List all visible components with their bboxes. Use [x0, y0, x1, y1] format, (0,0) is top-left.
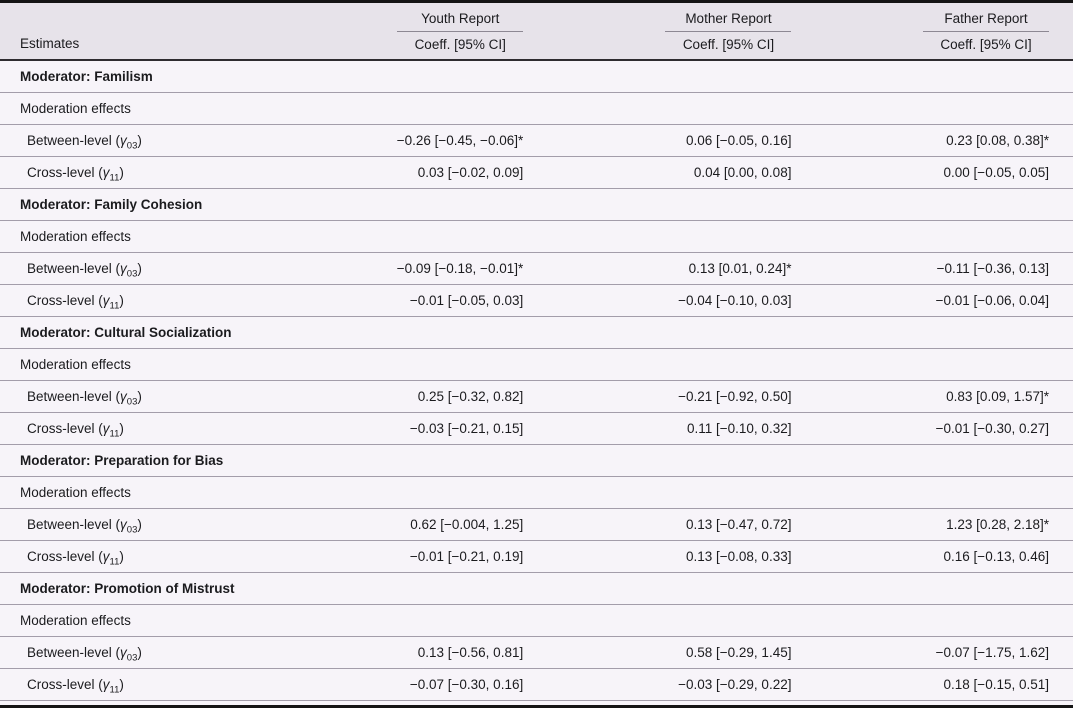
cell-mother: −0.21 [−0.92, 0.50]: [547, 380, 816, 413]
cell-mother: 0.58 [−0.29, 1.45]: [547, 636, 816, 669]
row-label: Cross-level (γ11): [0, 284, 322, 317]
bottom-spacer: [0, 700, 1073, 706]
table-row: Cross-level (γ11) −0.07 [−0.30, 0.16] −0…: [0, 668, 1073, 701]
section-title: Moderator: Familism: [0, 59, 1073, 93]
table-row: Cross-level (γ11) −0.01 [−0.05, 0.03] −0…: [0, 284, 1073, 317]
cell-father: 0.16 [−0.13, 0.46]: [815, 540, 1073, 573]
cell-mother: 0.11 [−0.10, 0.32]: [547, 412, 816, 445]
table-row: Between-level (γ03) 0.25 [−0.32, 0.82] −…: [0, 380, 1073, 413]
gamma-symbol: γ: [120, 644, 127, 660]
cell-father: 0.18 [−0.15, 0.51]: [815, 668, 1073, 701]
section-title: Moderator: Preparation for Bias: [0, 444, 1073, 477]
section-subheader: Moderation effects: [0, 348, 1073, 381]
youth-report-label: Youth Report: [397, 4, 524, 32]
cell-father: 0.23 [0.08, 0.38]*: [815, 124, 1073, 157]
cell-youth: 0.13 [−0.56, 0.81]: [321, 636, 548, 669]
table-row: Between-level (γ03) −0.09 [−0.18, −0.01]…: [0, 252, 1073, 285]
mother-report-label: Mother Report: [665, 4, 792, 32]
estimates-column-header: Estimates: [0, 1, 322, 61]
cell-mother: 0.13 [0.01, 0.24]*: [547, 252, 816, 285]
section-subheader-row: Moderation effects: [0, 604, 1073, 637]
section-subheader-row: Moderation effects: [0, 92, 1073, 125]
father-report-header: Father Report: [815, 1, 1073, 32]
table-row: Cross-level (γ11) 0.03 [−0.02, 0.09] 0.0…: [0, 156, 1073, 189]
cell-youth: −0.01 [−0.21, 0.19]: [321, 540, 548, 573]
cell-mother: 0.04 [0.00, 0.08]: [547, 156, 816, 189]
section-title-row: Moderator: Familism: [0, 59, 1073, 93]
section-title-row: Moderator: Family Cohesion: [0, 188, 1073, 221]
cell-youth: 0.25 [−0.32, 0.82]: [321, 380, 548, 413]
coeff-header-row: Coeff. [95% CI] Coeff. [95% CI] Coeff. […: [0, 31, 1073, 61]
gamma-symbol: γ: [120, 132, 127, 148]
gamma-symbol: γ: [120, 516, 127, 532]
row-label: Between-level (γ03): [0, 636, 322, 669]
section-subheader: Moderation effects: [0, 476, 1073, 509]
section-subheader: Moderation effects: [0, 604, 1073, 637]
row-label: Cross-level (γ11): [0, 668, 322, 701]
section-title: Moderator: Cultural Socialization: [0, 316, 1073, 349]
row-label: Cross-level (γ11): [0, 156, 322, 189]
cell-youth: −0.26 [−0.45, −0.06]*: [321, 124, 548, 157]
table-row: Between-level (γ03) 0.62 [−0.004, 1.25] …: [0, 508, 1073, 541]
cell-youth: −0.01 [−0.05, 0.03]: [321, 284, 548, 317]
cell-youth: 0.03 [−0.02, 0.09]: [321, 156, 548, 189]
cell-youth: 0.62 [−0.004, 1.25]: [321, 508, 548, 541]
section-title: Moderator: Promotion of Mistrust: [0, 572, 1073, 605]
gamma-symbol: γ: [120, 260, 127, 276]
cell-mother: 0.13 [−0.47, 0.72]: [547, 508, 816, 541]
table-row: Between-level (γ03) 0.13 [−0.56, 0.81] 0…: [0, 636, 1073, 669]
youth-coeff-header: Coeff. [95% CI]: [321, 31, 548, 61]
cell-father: 1.23 [0.28, 2.18]*: [815, 508, 1073, 541]
cell-youth: −0.07 [−0.30, 0.16]: [321, 668, 548, 701]
section-title-row: Moderator: Promotion of Mistrust: [0, 572, 1073, 605]
row-label: Cross-level (γ11): [0, 540, 322, 573]
cell-father: 0.00 [−0.05, 0.05]: [815, 156, 1073, 189]
cell-father: −0.11 [−0.36, 0.13]: [815, 252, 1073, 285]
cell-father: −0.01 [−0.06, 0.04]: [815, 284, 1073, 317]
cell-mother: 0.06 [−0.05, 0.16]: [547, 124, 816, 157]
spanner-header-row: Estimates Youth Report Mother Report Fat…: [0, 1, 1073, 61]
bottom-spacer-row: [0, 700, 1073, 706]
table-body: Moderator: Familism Moderation effects B…: [0, 59, 1073, 706]
cell-youth: −0.03 [−0.21, 0.15]: [321, 412, 548, 445]
section-subheader-row: Moderation effects: [0, 476, 1073, 509]
cell-father: −0.01 [−0.30, 0.27]: [815, 412, 1073, 445]
cell-youth: −0.09 [−0.18, −0.01]*: [321, 252, 548, 285]
section-title-row: Moderator: Cultural Socialization: [0, 316, 1073, 349]
table-row: Cross-level (γ11) −0.03 [−0.21, 0.15] 0.…: [0, 412, 1073, 445]
row-label: Between-level (γ03): [0, 380, 322, 413]
cell-mother: 0.13 [−0.08, 0.33]: [547, 540, 816, 573]
row-label: Between-level (γ03): [0, 252, 322, 285]
row-label: Cross-level (γ11): [0, 412, 322, 445]
table-row: Between-level (γ03) −0.26 [−0.45, −0.06]…: [0, 124, 1073, 157]
table-header: Estimates Youth Report Mother Report Fat…: [0, 1, 1073, 61]
gamma-symbol: γ: [102, 292, 110, 308]
youth-report-header: Youth Report: [321, 1, 548, 32]
section-subheader-row: Moderation effects: [0, 348, 1073, 381]
gamma-symbol: γ: [102, 164, 110, 180]
cell-mother: −0.04 [−0.10, 0.03]: [547, 284, 816, 317]
gamma-symbol: γ: [120, 388, 127, 404]
row-label: Between-level (γ03): [0, 508, 322, 541]
gamma-symbol: γ: [102, 420, 110, 436]
cell-father: −0.07 [−1.75, 1.62]: [815, 636, 1073, 669]
table-row: Cross-level (γ11) −0.01 [−0.21, 0.19] 0.…: [0, 540, 1073, 573]
section-subheader: Moderation effects: [0, 220, 1073, 253]
father-report-label: Father Report: [923, 4, 1049, 32]
section-subheader-row: Moderation effects: [0, 220, 1073, 253]
gamma-symbol: γ: [102, 548, 110, 564]
mother-coeff-header: Coeff. [95% CI]: [547, 31, 816, 61]
father-coeff-header: Coeff. [95% CI]: [815, 31, 1073, 61]
mother-report-header: Mother Report: [547, 1, 816, 32]
cell-father: 0.83 [0.09, 1.57]*: [815, 380, 1073, 413]
section-title-row: Moderator: Preparation for Bias: [0, 444, 1073, 477]
gamma-symbol: γ: [102, 676, 110, 692]
section-title: Moderator: Family Cohesion: [0, 188, 1073, 221]
section-subheader: Moderation effects: [0, 92, 1073, 125]
row-label: Between-level (γ03): [0, 124, 322, 157]
cell-mother: −0.03 [−0.29, 0.22]: [547, 668, 816, 701]
